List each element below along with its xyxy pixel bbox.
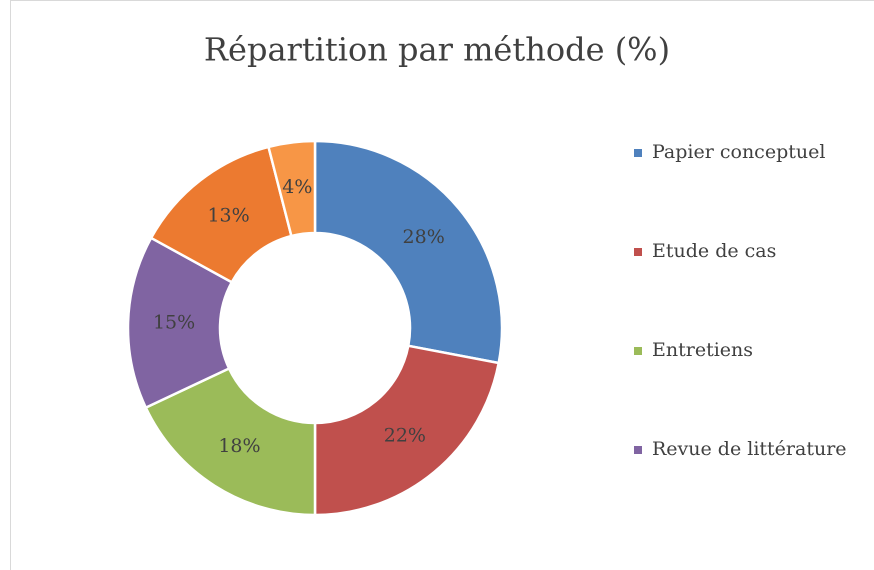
donut-slice — [266, 139, 317, 238]
legend-swatch — [634, 248, 642, 256]
data-label: 22% — [384, 425, 426, 447]
data-label: 13% — [207, 205, 249, 227]
legend-swatch — [634, 347, 642, 355]
chart-title: Répartition par méthode (%) — [204, 31, 670, 69]
data-label: 4% — [282, 176, 312, 198]
legend-swatch — [634, 149, 642, 157]
legend-label: Entretiens — [652, 339, 753, 361]
donut-slice — [313, 139, 504, 365]
legend-swatch — [634, 446, 642, 454]
donut-slice — [313, 344, 501, 517]
data-label: 18% — [218, 435, 260, 457]
data-label: 28% — [403, 226, 445, 248]
donut-slice — [144, 366, 317, 517]
legend-label: Papier conceptuel — [652, 141, 825, 163]
legend-label: Revue de littérature — [652, 438, 847, 460]
data-label: 15% — [153, 312, 195, 334]
legend-label: Etude de cas — [652, 240, 776, 262]
